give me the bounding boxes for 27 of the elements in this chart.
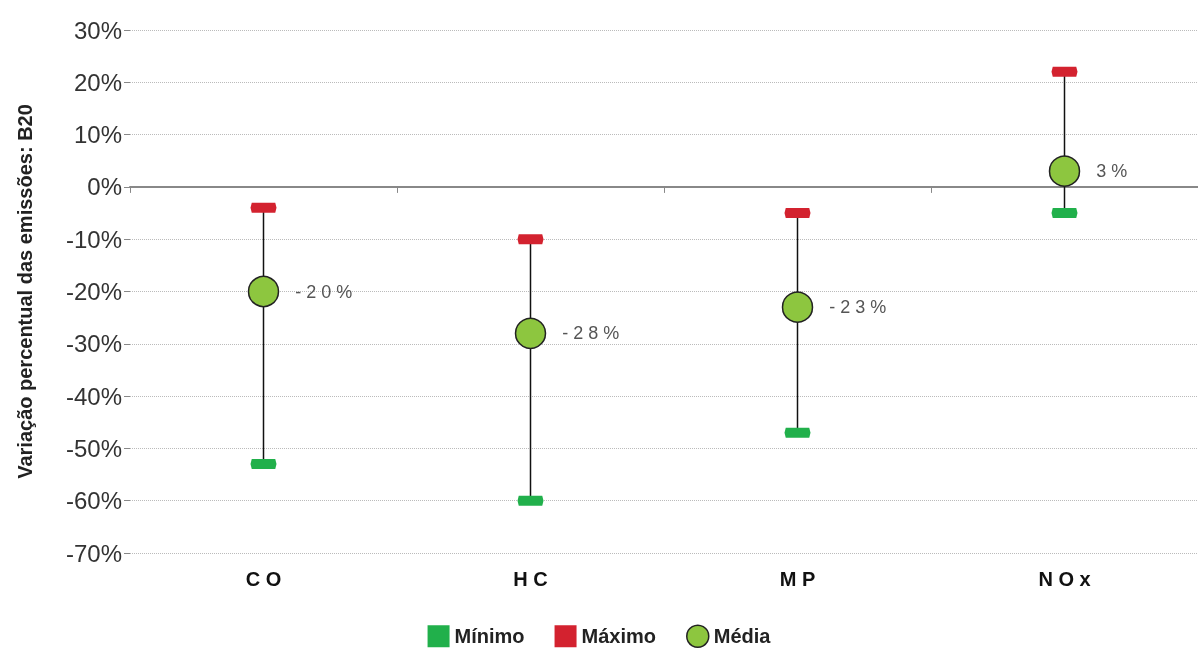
y-tick-label: -10% bbox=[65, 225, 122, 253]
data-label: - 2 0 % bbox=[295, 281, 353, 302]
y-tick-label: 0% bbox=[87, 173, 122, 201]
point bbox=[1048, 155, 1081, 187]
y-tick-label: 20% bbox=[73, 68, 122, 96]
point bbox=[781, 291, 814, 323]
y-tick-label: 30% bbox=[73, 16, 122, 44]
x-tick-label: N O x bbox=[1038, 568, 1091, 590]
x-tick-label: H C bbox=[513, 568, 548, 590]
data-label: - 2 3 % bbox=[829, 297, 887, 318]
y-tick-label: -20% bbox=[65, 278, 122, 305]
y-tick-label: 10% bbox=[73, 121, 122, 149]
x-tick-label: M P bbox=[779, 568, 816, 590]
y-tick-label: -60% bbox=[65, 487, 122, 515]
y-tick-label: -50% bbox=[65, 434, 122, 462]
data-label: - 2 8 % bbox=[562, 323, 620, 344]
legend-label: Máximo bbox=[581, 625, 657, 648]
point bbox=[247, 275, 280, 308]
y-tick-label: -40% bbox=[65, 382, 122, 410]
legend-label: Média bbox=[713, 625, 772, 648]
legend-label: Mínimo bbox=[454, 625, 525, 648]
y-tick-label: -30% bbox=[65, 330, 122, 358]
y-tick-label: -70% bbox=[65, 539, 122, 567]
x-tick-label: C O bbox=[245, 568, 282, 590]
point bbox=[514, 317, 547, 350]
y-axis-title: Variação percentual das emissões: B20 bbox=[14, 104, 36, 479]
data-label: 3 % bbox=[1096, 161, 1128, 182]
